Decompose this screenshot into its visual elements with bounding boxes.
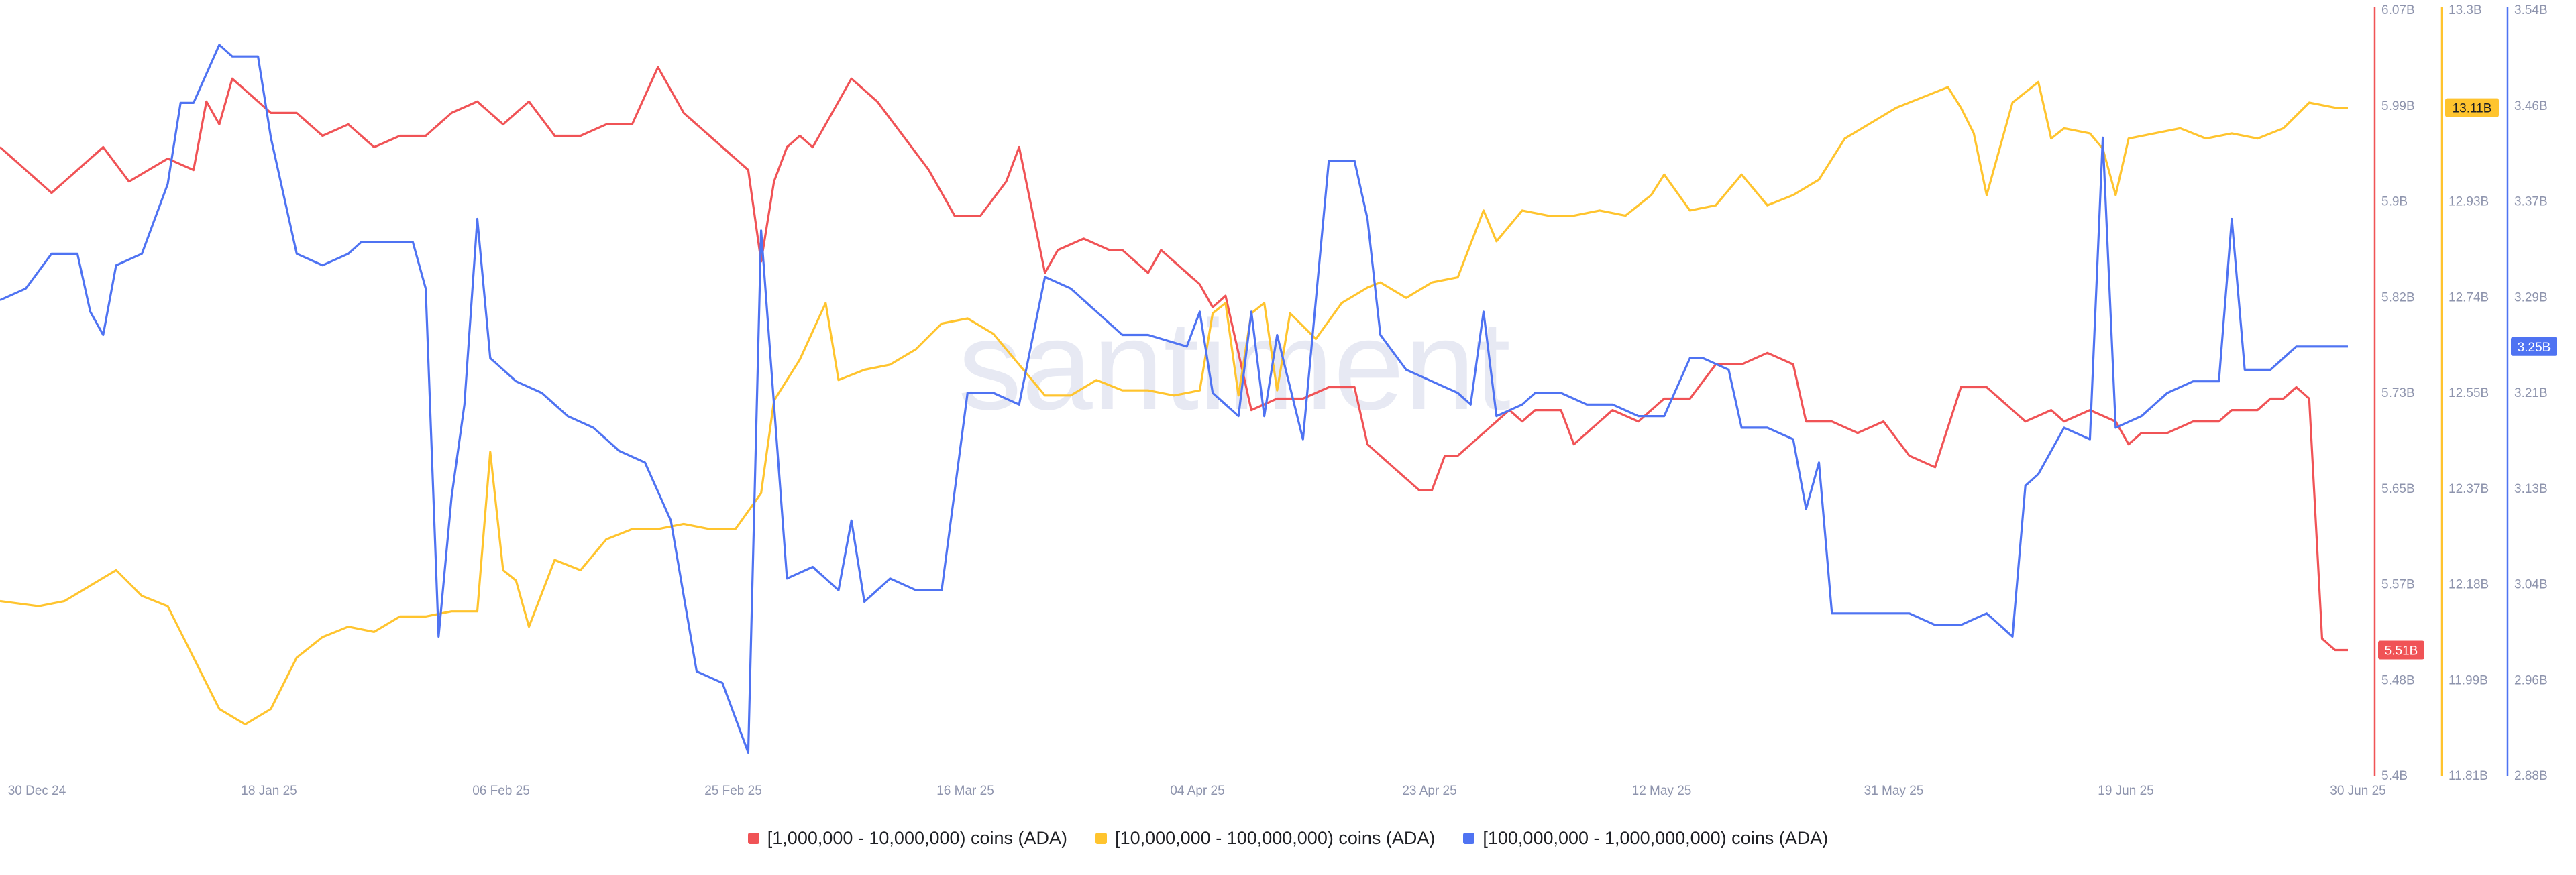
y-tick-label: 5.4B [2381, 769, 2408, 783]
x-tick-label: 12 May 25 [1632, 784, 1692, 798]
y-tick-label: 12.55B [2449, 386, 2489, 400]
y-tick-label: 11.81B [2449, 769, 2488, 783]
legend-item-2[interactable]: [10,000,000 - 100,000,000) coins (ADA) [1095, 828, 1435, 849]
y-tick-label: 5.73B [2381, 386, 2415, 400]
y-tick-label: 11.99B [2449, 673, 2488, 687]
last-value-badge-2 [2445, 98, 2499, 117]
y-tick-label: 3.21B [2514, 386, 2548, 400]
x-tick-label: 30 Jun 25 [2330, 784, 2385, 798]
series-line-1[interactable] [0, 66, 2348, 652]
x-tick-label: 19 Jun 25 [2098, 784, 2153, 798]
legend-swatch [1463, 832, 1475, 844]
legend-swatch [1095, 832, 1108, 844]
series-line-2[interactable] [0, 80, 2348, 726]
x-tick-label: 06 Feb 25 [472, 784, 530, 798]
last-value-label: 13.11B [2453, 102, 2492, 116]
y-tick-label: 12.37B [2449, 482, 2489, 496]
y-tick-label: 2.88B [2514, 769, 2548, 783]
legend-item-3[interactable]: [100,000,000 - 1,000,000,000) coins (ADA… [1463, 828, 1828, 849]
y-tick-label: 5.82B [2381, 290, 2415, 304]
last-value-badge-1 [2378, 640, 2424, 660]
x-axis: 30 Dec 24 18 Jan 25 06 Feb 25 25 Feb 25 16 M… [8, 784, 2386, 798]
y-tick-label: 5.57B [2381, 578, 2415, 592]
y-tick-label: 12.93B [2449, 195, 2489, 209]
y-tick-label: 5.48B [2381, 673, 2415, 687]
legend-label: [100,000,000 - 1,000,000,000) coins (ADA… [1483, 827, 1829, 848]
y-tick-label: 5.65B [2381, 482, 2415, 496]
y-tick-label: 3.29B [2514, 290, 2548, 304]
last-value-label: 3.25B [2518, 341, 2551, 355]
y-tick-label: 12.74B [2449, 290, 2489, 304]
legend-label: [10,000,000 - 100,000,000) coins (ADA) [1115, 827, 1436, 848]
y-tick-label: 5.9B [2381, 195, 2408, 209]
legend: [1,000,000 - 10,000,000) coins (ADA) [10,… [0, 823, 2576, 853]
y-tick-label: 12.18B [2449, 578, 2489, 592]
y-tick-label: 3.13B [2514, 482, 2548, 496]
last-value-label: 5.51B [2385, 644, 2418, 658]
legend-item-1[interactable]: [1,000,000 - 10,000,000) coins (ADA) [747, 827, 1068, 849]
x-tick-label: 30 Dec 24 [8, 784, 66, 798]
series-lines [0, 44, 2348, 754]
series-line-3[interactable] [0, 44, 2348, 754]
y-tick-label: 3.37B [2514, 195, 2548, 209]
y-tick-label: 3.04B [2514, 578, 2548, 592]
y-axes: 6.07B 5.99B 5.9B 5.82B 5.73B 5.65B 5.57B 5.48B 5… [2373, 3, 2557, 783]
legend-swatch [747, 832, 759, 844]
x-tick-label: 25 Feb 25 [704, 784, 762, 798]
x-tick-label: 18 Jan 25 [241, 784, 297, 798]
x-tick-label: 31 May 25 [1864, 784, 1924, 798]
y-tick-label: 13.3B [2449, 3, 2482, 17]
x-tick-label: 23 Apr 25 [1402, 784, 1456, 798]
legend-label: [1,000,000 - 10,000,000) coins (ADA) [767, 827, 1068, 848]
y-tick-label: 6.07B [2381, 3, 2415, 17]
y-tick-label: 5.99B [2381, 99, 2415, 113]
y-tick-label: 3.46B [2514, 99, 2548, 113]
last-value-badge-3 [2511, 337, 2557, 356]
x-tick-label: 04 Apr 25 [1170, 784, 1224, 798]
y-tick-label: 3.54B [2514, 3, 2548, 17]
y-tick-label: 2.96B [2514, 673, 2548, 687]
x-tick-label: 16 Mar 25 [936, 784, 994, 798]
